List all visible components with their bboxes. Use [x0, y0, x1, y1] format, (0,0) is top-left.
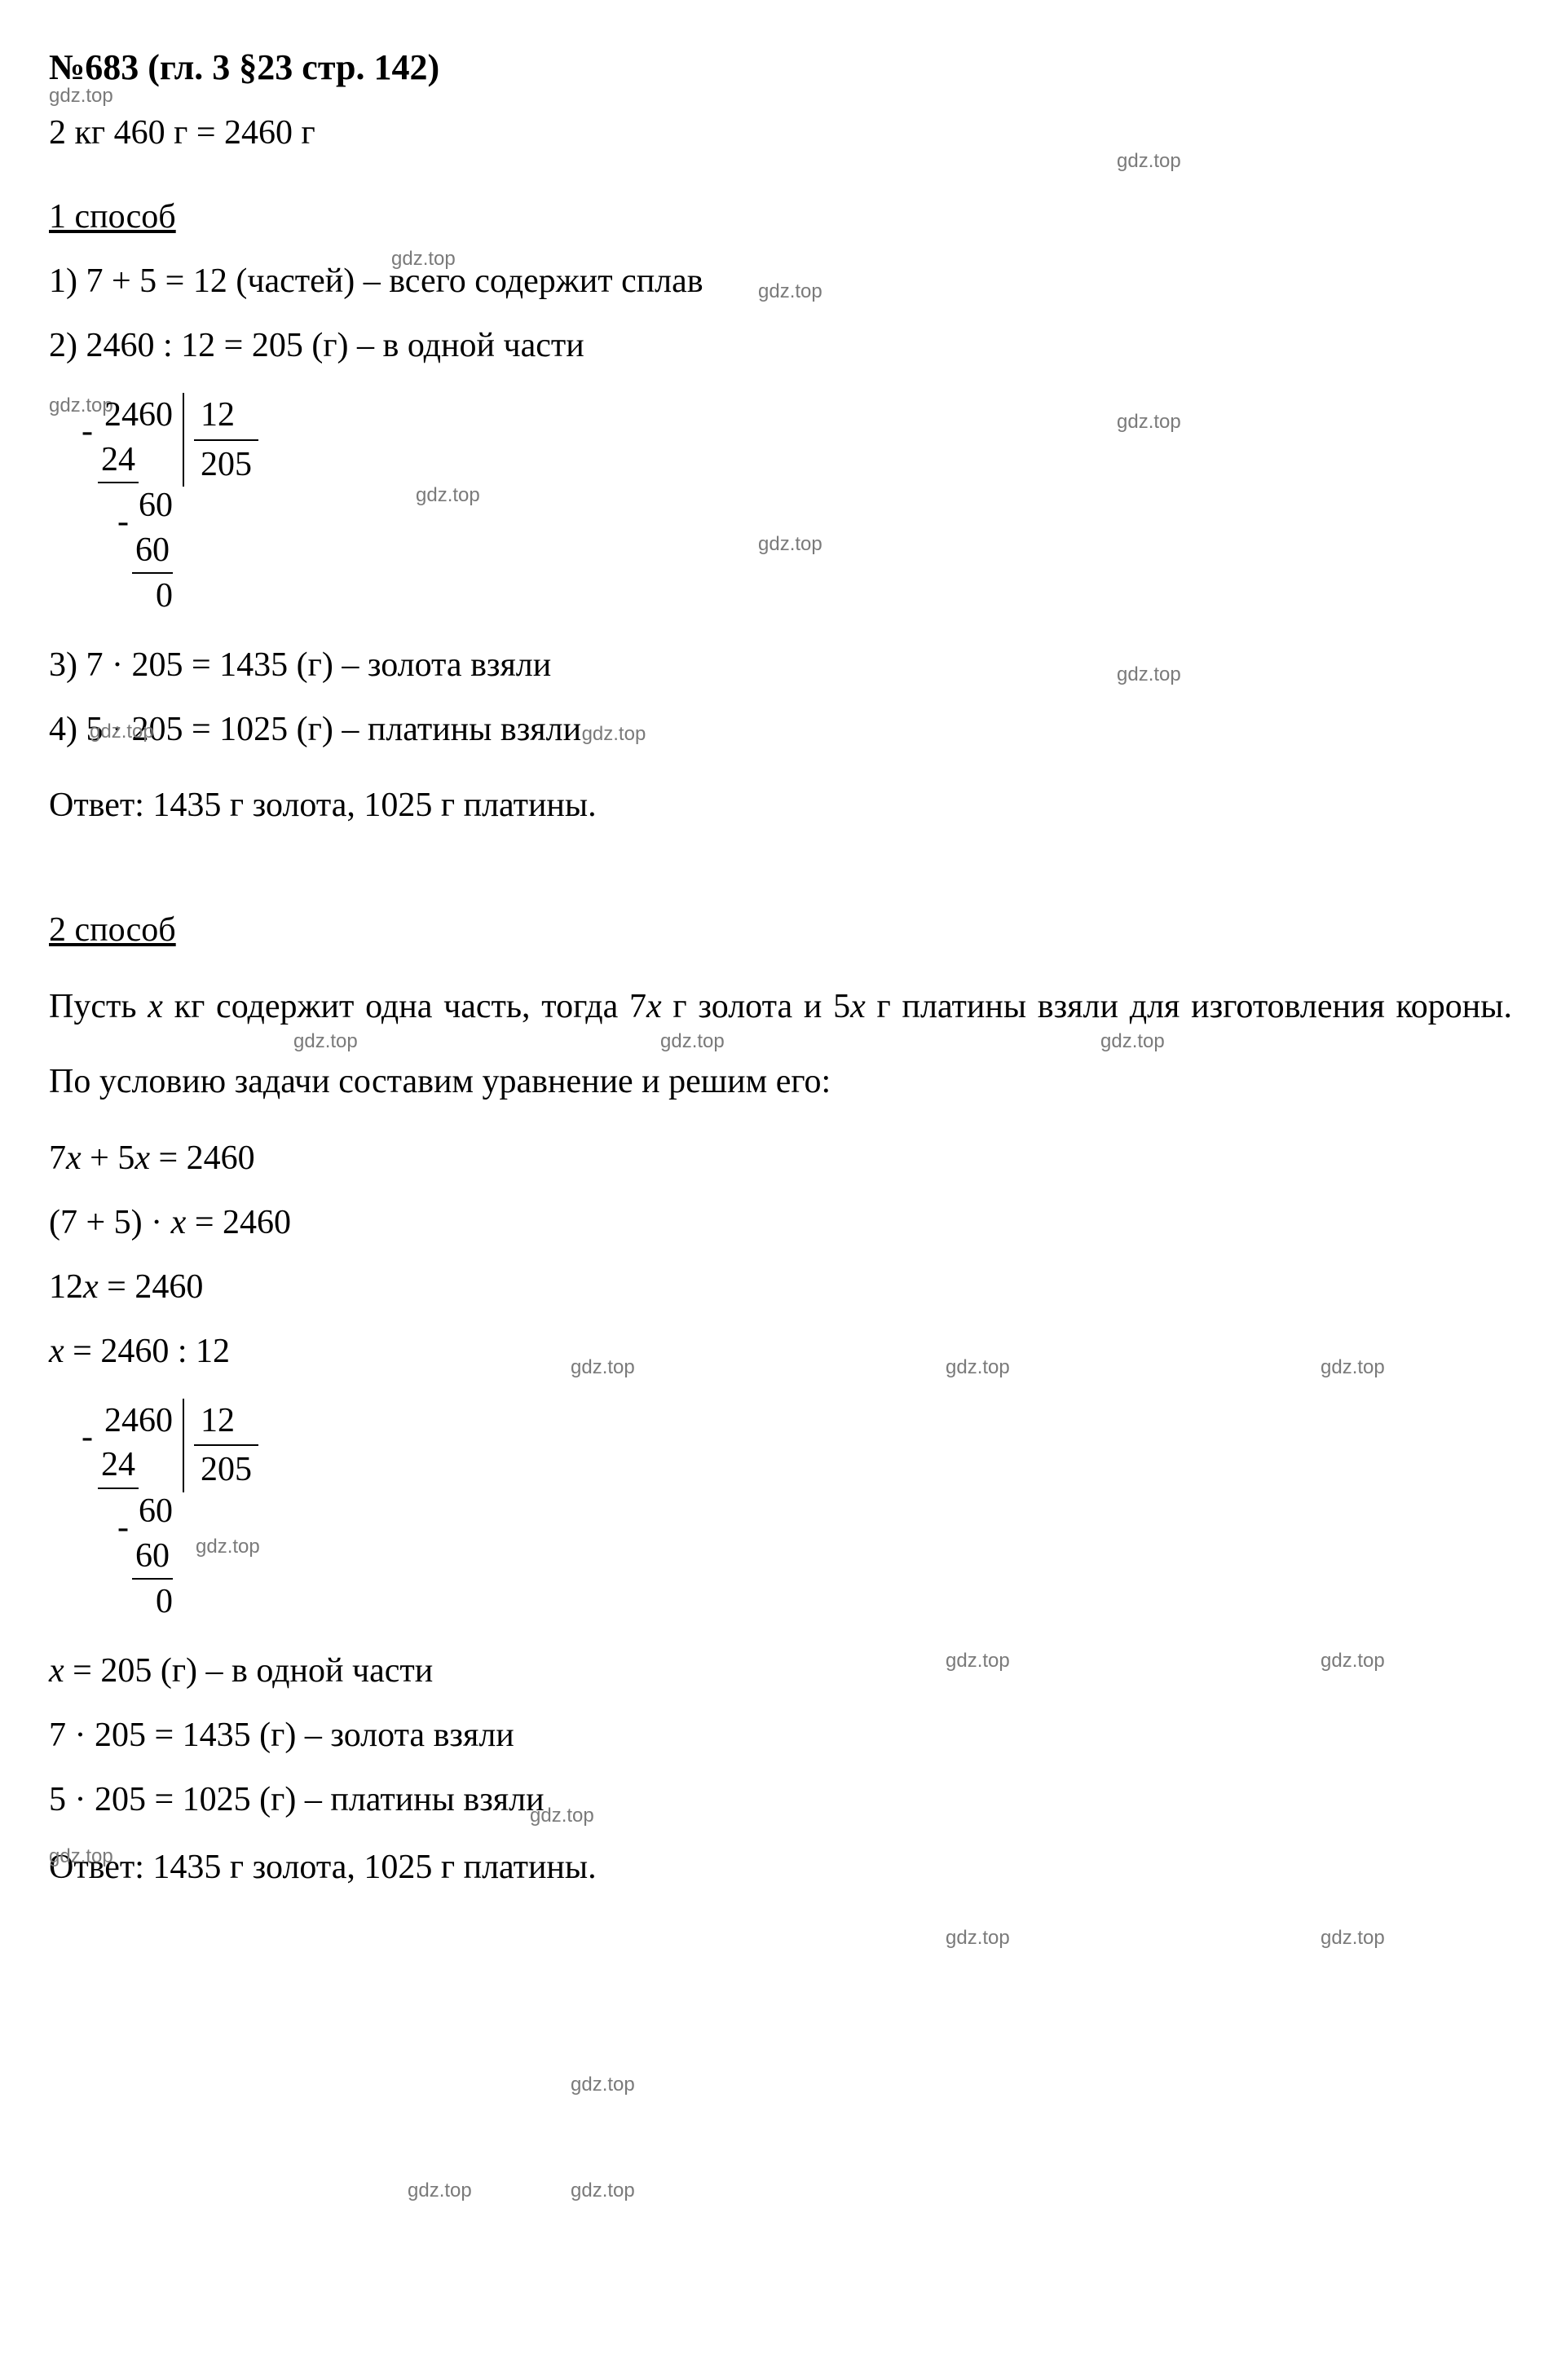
method1-heading: 1 способ — [49, 198, 176, 236]
method2-eq1: 7x + 5x = 2460 — [49, 1133, 1512, 1184]
watermark: gdz.top — [530, 1801, 594, 1831]
watermark: gdz.top — [1321, 1924, 1385, 1953]
divisor: 12 — [194, 1399, 258, 1447]
method2-eq3: 12x = 2460 — [49, 1262, 1512, 1313]
method2-platinum: 5 · 205 = 1025 (г) – платины взяли — [49, 1774, 1512, 1826]
watermark: gdz.top — [946, 1353, 1010, 1382]
watermark: gdz.top — [1100, 1027, 1165, 1056]
div-sub1: 24 — [98, 438, 139, 484]
method2-answer: Ответ: 1435 г золота, 1025 г платины. — [49, 1842, 1512, 1893]
watermark: gdz.top — [946, 1646, 1010, 1676]
watermark: gdz.top — [408, 2176, 472, 2206]
method2-heading: 2 способ — [49, 911, 176, 949]
long-division-2: - 2460 24 - 60 60 0 1 — [98, 1399, 258, 1624]
watermark: gdz.top — [1117, 660, 1181, 690]
watermark: gdz.top — [391, 245, 456, 274]
watermark: gdz.top — [571, 1353, 635, 1382]
div-rem2: 0 — [98, 574, 173, 619]
method2-intro: Пусть x кг содержит одна часть, тогда 7x… — [49, 969, 1512, 1120]
div-sub1: 24 — [98, 1443, 139, 1489]
watermark: gdz.top — [1117, 408, 1181, 437]
method2-eq2: (7 + 5) · x = 2460 — [49, 1197, 1512, 1249]
div-sub2: 60 — [132, 528, 173, 575]
long-division-1: - 2460 24 - 60 60 0 12 205 — [98, 393, 258, 619]
watermark: gdz.top — [1321, 1646, 1385, 1676]
method1-answer: Ответ: 1435 г золота, 1025 г платины. — [49, 780, 1512, 831]
watermark: gdz.top — [49, 82, 113, 111]
method1-step2: 2) 2460 : 12 = 205 (г) – в одной части — [49, 320, 1512, 372]
problem-title: №683 (гл. 3 §23 стр. 142) — [49, 41, 1512, 95]
method2-eq4: x = 2460 : 12 — [49, 1326, 1512, 1377]
watermark: gdz.top — [416, 481, 480, 510]
watermark: gdz.top — [758, 277, 822, 306]
dividend: 2460 — [104, 1402, 173, 1439]
watermark: gdz.top — [758, 530, 822, 559]
div-rem1: 60 — [139, 1492, 173, 1530]
watermark: gdz.top — [1117, 147, 1181, 176]
conversion-line: 2 кг 460 г = 2460 г — [49, 108, 1512, 159]
watermark: gdz.top — [293, 1027, 358, 1056]
method2-result: x = 205 (г) – в одной части — [49, 1646, 1512, 1697]
watermark: gdz.top — [571, 2070, 635, 2100]
divisor: 12 — [194, 393, 258, 441]
quotient: 205 — [194, 441, 258, 487]
div-rem1: 60 — [139, 487, 173, 524]
quotient: 205 — [194, 1446, 258, 1492]
watermark: gdz.top — [660, 1027, 725, 1056]
method1-step4: 4) 5 · 205 = 1025 (г) – платины взяли gd… — [49, 704, 1512, 756]
method2-gold: 7 · 205 = 1435 (г) – золота взяли — [49, 1710, 1512, 1761]
watermark: gdz.top — [1321, 1353, 1385, 1382]
watermark: gdz.top — [49, 1842, 113, 1871]
dividend: 2460 — [104, 396, 173, 434]
div-rem2: 0 — [98, 1580, 173, 1624]
method1-step3: 3) 7 · 205 = 1435 (г) – золота взяли — [49, 640, 1512, 691]
watermark: gdz.top — [571, 2176, 635, 2206]
watermark: gdz.top — [90, 717, 154, 747]
watermark: gdz.top — [946, 1924, 1010, 1953]
div-sub2: 60 — [132, 1534, 173, 1580]
